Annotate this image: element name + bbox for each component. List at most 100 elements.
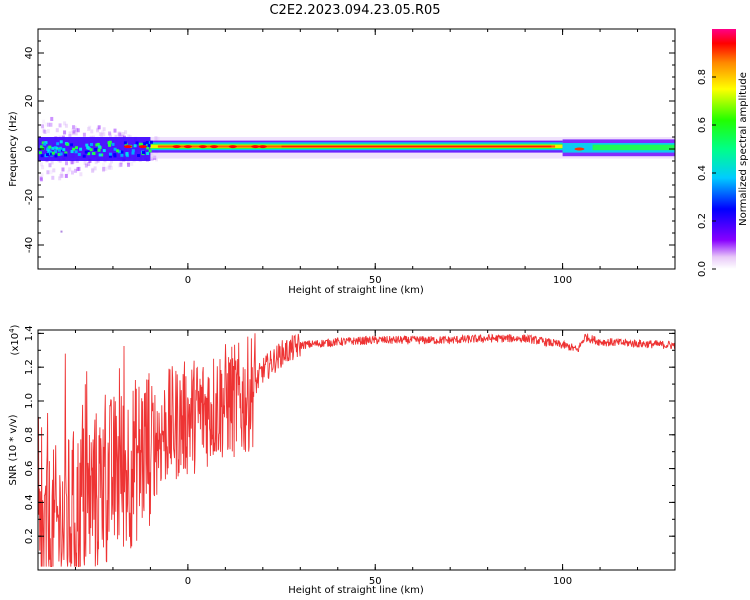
spectrogram-cell — [91, 167, 95, 172]
spectrogram-cell — [66, 170, 70, 175]
spectrogram-cell — [46, 146, 50, 150]
spectrogram-cell — [70, 150, 74, 154]
spectrogram-cell — [109, 165, 113, 170]
spectrogram-cell — [79, 147, 83, 151]
spectrogram-cell — [123, 141, 127, 145]
spectrogram-cell — [70, 160, 74, 165]
spectrogram-xtick-label: 50 — [369, 275, 382, 286]
spectrogram-hotspot — [251, 145, 260, 149]
spectrogram-cell — [48, 150, 52, 154]
spectrogram-cell — [53, 146, 57, 150]
snr-ytick-label: 1.2 — [24, 359, 35, 375]
spectrogram-cell — [117, 163, 121, 168]
spectrogram-cell — [60, 230, 63, 233]
spectrogram-cell — [82, 132, 86, 137]
spectrogram-cell — [147, 143, 151, 147]
spectrogram-cell — [100, 132, 104, 137]
colorbar-tick-label: 0.6 — [697, 117, 708, 133]
spectrogram-cell — [117, 150, 121, 154]
spectrogram-cell — [64, 153, 68, 157]
spectrogram-cell — [120, 153, 124, 157]
colorbar — [712, 29, 736, 269]
spectrogram-cell — [102, 163, 106, 168]
spectrogram-cell — [102, 166, 106, 171]
spectrogram-hotspot — [210, 145, 219, 149]
spectrogram-cell — [118, 132, 122, 137]
spectrogram-panel: 0 50 100 -40 -20 0 20 40 Height of straight lin… — [8, 28, 749, 296]
spectrogram-cell — [108, 152, 112, 156]
spectrogram-cell — [64, 161, 68, 166]
snr-ytick-label: 1.0 — [24, 393, 35, 409]
spectrogram-cell — [55, 146, 59, 150]
spectrogram-cell — [41, 165, 45, 170]
spectrogram-cell — [72, 159, 76, 164]
snr-series-line — [38, 333, 675, 568]
spectrogram-cell — [121, 132, 125, 137]
snr-ytick-label: 0.4 — [24, 494, 35, 510]
spectrogram-xtick-label: 100 — [553, 275, 572, 286]
spectrogram-cell — [68, 131, 72, 136]
spectrogram-cell — [86, 150, 90, 154]
spectrogram-cell — [102, 149, 106, 153]
spectrogram-cell — [40, 162, 44, 167]
spectrogram-xtick-label: 0 — [185, 275, 191, 286]
snr-ytick-label: 1.4 — [24, 325, 35, 341]
snr-multiplier-base: (x10 — [10, 333, 21, 356]
spectrogram-cell — [108, 140, 112, 144]
spectrogram-cell — [148, 149, 152, 153]
spectrogram-cell — [46, 153, 50, 157]
spectrogram-cell — [121, 134, 125, 139]
spectrogram-cell — [42, 119, 46, 124]
spectrogram-cell — [102, 132, 106, 137]
chart-title: C2E2.2023.094.23.05.R05 — [269, 3, 440, 18]
spectrogram-ytick-label: -40 — [24, 237, 35, 253]
spectrogram-band-right-green — [592, 144, 675, 151]
spectrogram-band-red — [281, 145, 552, 148]
spectrogram-cell — [83, 160, 87, 165]
spectrogram-cell — [63, 121, 67, 126]
spectrogram-cell — [92, 151, 96, 155]
spectrogram-cell — [146, 146, 150, 150]
spectrogram-ytick-label: 0 — [24, 146, 35, 152]
spectrogram-cell — [85, 143, 89, 147]
spectrogram-cell — [50, 160, 54, 165]
spectrogram-cell — [137, 153, 141, 157]
spectrogram-cell — [49, 122, 53, 127]
spectrogram-cell — [133, 144, 137, 148]
spectrogram-cell — [46, 170, 50, 175]
spectrogram-cell — [93, 166, 97, 171]
spectrogram-ytick-label: -20 — [24, 189, 35, 205]
spectrogram-cell — [58, 176, 62, 181]
spectrogram-cell — [75, 127, 79, 132]
spectrogram-hotspot — [172, 145, 181, 149]
spectrogram-cell — [64, 123, 68, 128]
colorbar-label: Normalized spectral amplitude — [738, 72, 749, 226]
spectrogram-cell — [143, 142, 147, 146]
spectrogram-cell — [49, 152, 53, 156]
spectrogram-cell — [60, 148, 64, 152]
spectrogram-cell — [154, 157, 158, 162]
snr-xtick-label: 100 — [553, 576, 572, 587]
snr-xlabel: Height of straight line (km) — [288, 585, 424, 596]
spectrogram-cell — [73, 125, 77, 130]
spectrogram-cell — [43, 142, 47, 146]
spectrogram-cell — [86, 146, 90, 150]
spectrogram-cell — [39, 145, 43, 149]
spectrogram-cell — [89, 148, 93, 152]
spectrogram-cell — [108, 131, 112, 136]
snr-xtick-label: 0 — [185, 576, 191, 587]
spectrogram-cell — [107, 165, 111, 170]
spectrogram-cell — [117, 131, 121, 136]
spectrogram-cell — [48, 163, 52, 168]
spectrogram-cell — [56, 142, 60, 146]
snr-ylabel: SNR (10 * v/v) — [8, 414, 19, 485]
colorbar-tick-label: 0.0 — [697, 261, 708, 277]
snr-multiplier-exp: 4 — [8, 328, 16, 333]
spectrogram-cell — [131, 151, 135, 155]
spectrogram-cell — [68, 134, 72, 139]
spectrogram-cell — [84, 163, 88, 168]
spectrogram-cell — [94, 147, 98, 151]
snr-ytick-label: 0.2 — [24, 528, 35, 544]
spectrogram-cell — [145, 143, 149, 147]
